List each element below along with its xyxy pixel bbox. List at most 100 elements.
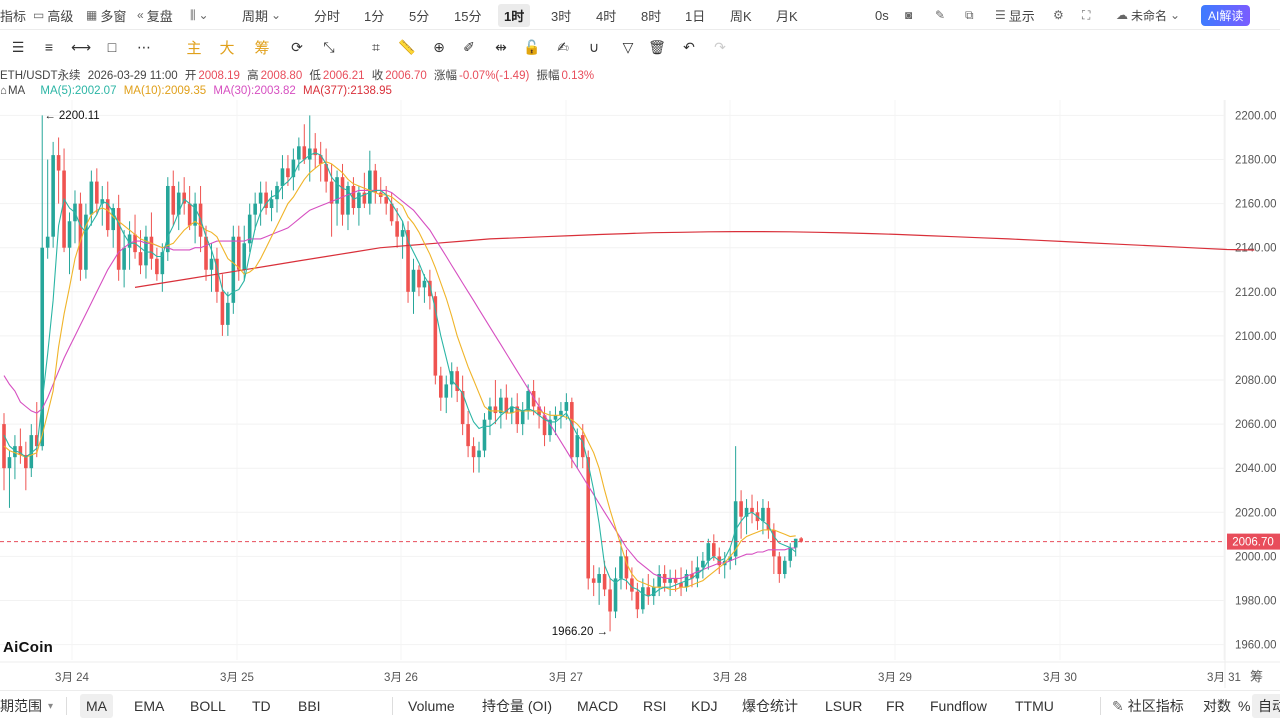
community-indicators[interactable]: ✎ 社区指标: [1112, 691, 1184, 721]
chip-chou[interactable]: 筹: [251, 32, 273, 62]
candle-body: [799, 538, 803, 542]
period-tab-3[interactable]: 15分: [448, 0, 487, 30]
candle-body: [56, 155, 61, 171]
indicator-tab-sub-3[interactable]: RSI: [643, 698, 667, 714]
sync-icon[interactable]: ⟳: [291, 38, 303, 55]
edit-list-icon[interactable]: ✍: [557, 38, 569, 55]
indicator-menu[interactable]: 指标: [0, 0, 26, 30]
x-tick-label: 3月 30: [1043, 672, 1077, 684]
candle-body: [187, 203, 192, 226]
y-tick-label: 2160.00: [1235, 199, 1277, 211]
period-tab-label: 8时: [641, 8, 662, 24]
ma10-line: [3, 161, 796, 590]
period-tab-8[interactable]: 1日: [679, 0, 711, 30]
candle-body: [209, 258, 214, 270]
indicator-tab-sub-5[interactable]: 爆仓统计: [742, 698, 798, 714]
log-label: 对数: [1203, 698, 1231, 714]
indicator-tab-boll[interactable]: BOLL: [190, 698, 226, 714]
candle-body: [89, 181, 94, 215]
trash-icon[interactable]: 🗑: [648, 38, 666, 55]
period-tab-10[interactable]: 月K: [770, 0, 804, 30]
indicator-tab-td[interactable]: TD: [252, 698, 271, 714]
ruler-icon[interactable]: 📏: [398, 38, 416, 55]
indicator-tab-sub-4[interactable]: KDJ: [691, 698, 718, 714]
display-menu[interactable]: ☰ 显示: [995, 0, 1035, 30]
multi-window-label: 多窗: [100, 8, 127, 24]
advanced-menu[interactable]: ▭ 高级: [33, 0, 73, 30]
period-tab-7[interactable]: 8时: [635, 0, 667, 30]
candle-body: [302, 146, 307, 160]
popout-icon[interactable]: ⧉: [965, 7, 974, 22]
menu-icon[interactable]: ☰: [11, 38, 25, 55]
undo-icon[interactable]: ↶: [683, 38, 695, 55]
y-tick-label: 1960.00: [1235, 640, 1277, 652]
candle-body: [373, 170, 378, 193]
candle-body: [586, 457, 591, 579]
account-menu[interactable]: ☁ 未命名 ⌄: [1116, 0, 1180, 30]
bell-icon[interactable]: ⌂: [0, 85, 7, 97]
chevron-down-icon: ⌄: [271, 8, 282, 22]
chip-big[interactable]: 大: [216, 32, 238, 62]
fullscreen-icon[interactable]: ⛶: [1082, 7, 1091, 22]
period-tab-6[interactable]: 4时: [590, 0, 622, 30]
candlestick-chart[interactable]: 2200.00 2180.00 2160.00 2140.00 2120.00 2100.…: [0, 100, 1280, 688]
crop-icon[interactable]: ⌗: [372, 38, 380, 55]
period-tab-9[interactable]: 周K: [724, 0, 758, 30]
lock-icon[interactable]: 🔓: [523, 38, 541, 55]
candle-body: [619, 556, 623, 579]
percent-toggle[interactable]: %: [1238, 691, 1250, 721]
period-tab-5[interactable]: 3时: [545, 0, 577, 30]
more-dots-icon[interactable]: ⋯: [137, 38, 151, 55]
pen-icon[interactable]: ✎: [935, 8, 946, 22]
indicator-tab-sub-7[interactable]: FR: [886, 698, 905, 714]
period-menu[interactable]: 周期 ⌄: [242, 0, 281, 30]
candle-body: [646, 587, 651, 597]
chip-main[interactable]: 主: [183, 32, 205, 62]
indicator-tab-sub-1[interactable]: 持仓量 (OI): [482, 698, 552, 714]
zoom-in-icon[interactable]: ⊕: [433, 38, 445, 55]
period-tab-2[interactable]: 5分: [403, 0, 435, 30]
candle-body: [384, 197, 388, 204]
symbol-label: ETH/USDT永续: [0, 70, 81, 82]
candle-body: [297, 146, 301, 160]
candle-body: [788, 547, 793, 561]
replay-menu[interactable]: « 复盘: [137, 0, 173, 30]
indicator-tab-bbi[interactable]: BBI: [298, 698, 321, 714]
indicator-tab-ma[interactable]: MA: [80, 694, 113, 718]
settings-icon[interactable]: ⚙: [1053, 8, 1064, 22]
magnet-icon[interactable]: ∪: [588, 38, 600, 55]
candle-body: [761, 507, 765, 522]
rectangle-icon[interactable]: □: [107, 39, 117, 55]
indicator-tab-sub-6[interactable]: LSUR: [825, 698, 863, 714]
indicator-tab-sub-9[interactable]: TTMU: [1015, 698, 1054, 714]
filter-icon[interactable]: ▽: [622, 38, 634, 55]
low-value: 2006.21: [322, 70, 365, 82]
indicator-tab-ema[interactable]: EMA: [134, 698, 165, 714]
candle-type-menu[interactable]: ⫼ ⌄: [190, 0, 209, 30]
log-toggle[interactable]: 对数: [1203, 691, 1231, 721]
compare-icon[interactable]: ⇹: [495, 38, 507, 55]
period-tab-1[interactable]: 1分: [358, 0, 390, 30]
y-tick-label: 1980.00: [1235, 595, 1277, 607]
range-menu[interactable]: 期范围 ▾: [0, 691, 53, 721]
ai-button[interactable]: AI解读: [1201, 0, 1251, 30]
auto-toggle[interactable]: 自动: [1252, 694, 1280, 718]
horizontal-line-icon[interactable]: ⟷: [70, 38, 92, 55]
indicator-tab-sub-8[interactable]: Fundflow: [930, 698, 987, 714]
period-tab-4[interactable]: 1时: [498, 0, 531, 30]
ma-label[interactable]: MA: [7, 85, 26, 97]
indicator-tab-sub-0[interactable]: Volume: [408, 698, 455, 714]
list-icon[interactable]: ≡: [44, 39, 54, 55]
candle-body: [286, 168, 290, 178]
change-label: 涨幅: [433, 70, 457, 82]
indicator-tab-sub-2[interactable]: MACD: [577, 698, 619, 714]
redo-icon[interactable]: ↷: [714, 38, 726, 55]
period-tab-0[interactable]: 分时: [308, 0, 346, 30]
brush-icon[interactable]: ✐: [463, 38, 475, 55]
camera-icon[interactable]: ◙: [905, 8, 913, 22]
multi-window-menu[interactable]: ▦ 多窗: [86, 0, 126, 30]
candle-body: [149, 236, 154, 259]
measure-icon[interactable]: ⤡: [323, 38, 335, 55]
candle-body: [95, 181, 99, 204]
candle-body: [280, 168, 285, 186]
